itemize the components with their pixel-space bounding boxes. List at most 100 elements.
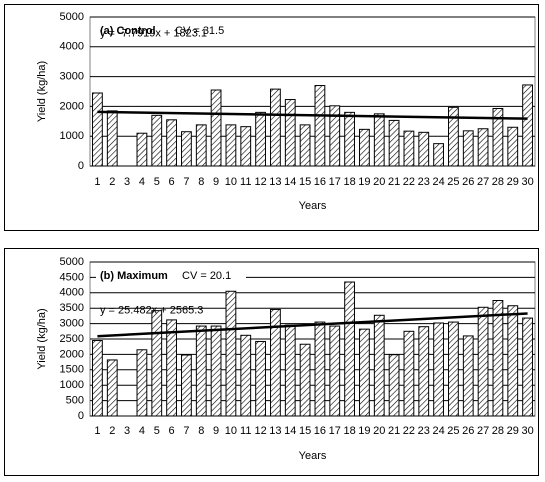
bar	[240, 334, 252, 417]
annotation-box	[96, 22, 246, 40]
bar	[284, 324, 296, 417]
trend-equation: y = -7.7919x + 1823.1	[100, 28, 207, 40]
bar	[492, 300, 504, 417]
bar	[344, 281, 355, 417]
y-tick-label: 0	[78, 410, 84, 422]
bar	[136, 132, 148, 167]
x-tick-label: 22	[403, 176, 415, 188]
x-tick-label: 19	[358, 425, 370, 437]
bar	[92, 92, 103, 167]
x-tick-label: 21	[388, 176, 400, 188]
bar	[270, 88, 281, 167]
bar	[299, 343, 311, 417]
bar	[314, 85, 326, 167]
bar	[299, 124, 311, 167]
bar	[225, 124, 237, 167]
x-tick-label: 8	[198, 425, 204, 437]
x-tick-label: 26	[462, 176, 474, 188]
annotation-box	[96, 267, 246, 285]
y-tick-label: 5000	[60, 256, 84, 268]
x-tick-label: 23	[418, 176, 430, 188]
x-tick-label: 29	[507, 176, 519, 188]
x-axis-label: Years	[299, 450, 327, 462]
y-tick-label: 500	[66, 395, 84, 407]
x-tick-label: 5	[154, 176, 160, 188]
bar	[151, 114, 163, 167]
x-tick-label: 12	[254, 425, 266, 437]
y-tick-label: 3000	[60, 71, 84, 83]
x-tick-label: 2	[109, 425, 115, 437]
x-tick-label: 4	[139, 425, 145, 437]
cv-label: CV = 20.1	[182, 270, 231, 282]
x-tick-label: 20	[373, 176, 385, 188]
x-axis-label: Years	[299, 200, 327, 212]
y-tick-label: 3500	[60, 302, 84, 314]
y-axis-label: Yield (kg/ha)	[36, 61, 48, 122]
bar	[388, 354, 400, 417]
x-tick-label: 19	[358, 176, 370, 188]
bar	[329, 105, 341, 167]
x-tick-label: 17	[329, 176, 341, 188]
bar	[210, 89, 222, 167]
bar	[210, 325, 222, 417]
x-tick-label: 27	[477, 425, 489, 437]
x-tick-label: 29	[507, 425, 519, 437]
bar	[507, 305, 519, 417]
x-tick-label: 15	[299, 425, 311, 437]
bar	[255, 340, 266, 417]
x-tick-label: 27	[477, 176, 489, 188]
x-tick-label: 15	[299, 176, 311, 188]
y-tick-label: 0	[78, 160, 84, 172]
x-tick-label: 4	[139, 176, 145, 188]
bar	[403, 130, 415, 167]
x-tick-label: 6	[169, 425, 175, 437]
annotation: (a) Control	[100, 25, 156, 37]
x-tick-label: 3	[124, 176, 130, 188]
bar	[225, 290, 237, 417]
x-tick-label: 9	[213, 176, 219, 188]
x-tick-label: 25	[447, 425, 459, 437]
x-tick-label: 20	[373, 425, 385, 437]
x-tick-label: 5	[154, 425, 160, 437]
x-tick-label: 11	[240, 425, 251, 437]
x-tick-label: 24	[432, 176, 444, 188]
x-tick-label: 13	[269, 425, 281, 437]
x-tick-label: 13	[269, 176, 281, 188]
bar	[195, 325, 207, 417]
x-tick-label: 16	[314, 425, 326, 437]
x-tick-label: 14	[284, 176, 296, 188]
x-tick-label: 10	[225, 176, 237, 188]
x-tick-label: 6	[169, 176, 175, 188]
bar	[314, 321, 326, 417]
bar	[151, 310, 163, 417]
x-tick-label: 21	[388, 425, 400, 437]
y-tick-label: 4000	[60, 41, 84, 53]
x-tick-label: 25	[447, 176, 459, 188]
x-tick-label: 18	[343, 176, 355, 188]
bar	[403, 330, 415, 417]
bar	[181, 354, 192, 417]
x-tick-label: 22	[403, 425, 415, 437]
bar	[181, 131, 192, 167]
x-tick-label: 2	[109, 176, 115, 188]
x-tick-label: 17	[329, 425, 341, 437]
x-tick-label: 7	[183, 425, 189, 437]
bar	[359, 128, 370, 167]
bar	[448, 321, 459, 417]
y-tick-label: 3000	[60, 318, 84, 330]
x-tick-label: 30	[521, 425, 533, 437]
bar	[106, 110, 118, 167]
x-tick-label: 12	[254, 176, 266, 188]
x-tick-label: 26	[462, 425, 474, 437]
y-tick-label: 2000	[60, 100, 84, 112]
x-tick-label: 28	[492, 176, 504, 188]
x-tick-label: 10	[225, 425, 237, 437]
x-tick-label: 24	[432, 425, 444, 437]
x-tick-label: 8	[198, 176, 204, 188]
bar	[522, 317, 533, 417]
bar	[255, 111, 266, 167]
x-tick-label: 1	[94, 176, 100, 188]
bar	[388, 119, 400, 167]
bar	[240, 126, 252, 167]
